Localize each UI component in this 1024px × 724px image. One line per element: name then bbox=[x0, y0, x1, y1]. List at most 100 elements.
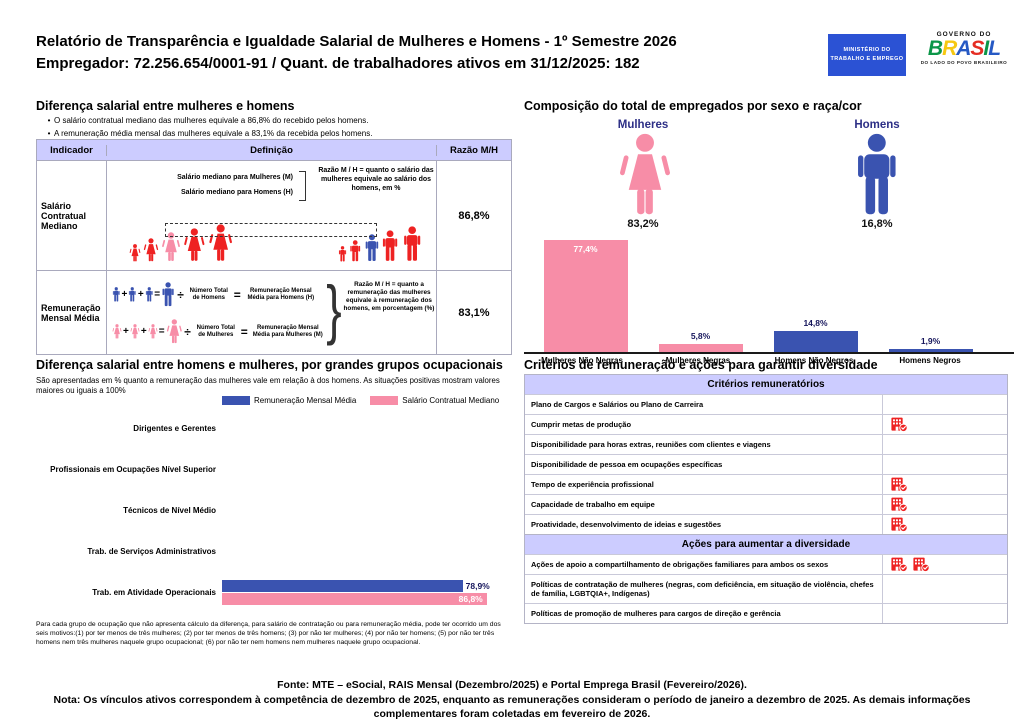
legend-item: Remuneração Mensal Média bbox=[222, 396, 356, 405]
criteria-label: Proatividade, desenvolvimento de ideias … bbox=[531, 520, 722, 529]
median-definition-lines: Salário mediano para Mulheres (M) Salári… bbox=[135, 170, 293, 200]
company-check-icon bbox=[890, 557, 908, 572]
criteria-row: Políticas de contratação de mulheres (ne… bbox=[525, 574, 1007, 603]
women-formula-row: + + = ÷ Número Total de Mulheres = bbox=[112, 313, 327, 350]
criteria-label: Plano de Cargos e Salários ou Plano de C… bbox=[531, 400, 704, 409]
ratio-note: Razão M / H = quanto o salário das mulhe… bbox=[318, 167, 434, 192]
median-men-line: Salário mediano para Homens (H) bbox=[180, 189, 293, 196]
definition-formula: + + = ÷ Númer bbox=[107, 271, 437, 354]
composition-bar-chart: 77,4% 5,8% 14,8% 1,9% bbox=[528, 232, 988, 352]
composition-bar bbox=[773, 330, 858, 352]
composition-bar-value: 1,9% bbox=[920, 336, 941, 347]
bullet-text: O salário contratual mediano das mulhere… bbox=[54, 116, 369, 125]
criteria-row: Plano de Cargos e Salários ou Plano de C… bbox=[525, 394, 1007, 414]
brasil-letter: R bbox=[942, 37, 957, 60]
brasil-logo-text: BRASIL bbox=[912, 38, 1016, 60]
female-group-label: Mulheres bbox=[617, 119, 669, 131]
male-icon bbox=[853, 133, 901, 217]
plus-sign: + bbox=[121, 289, 128, 300]
equals-sign: = bbox=[233, 287, 241, 302]
female-icon bbox=[617, 133, 673, 217]
section-title-occupational: Diferença salarial entre homens e mulher… bbox=[36, 358, 503, 372]
table-row-salario-mediano: Salário Contratual Mediano Salário media… bbox=[37, 160, 511, 270]
criteria-row: Cumprir metas de produção bbox=[525, 414, 1007, 434]
occupational-category-label: Dirigentes e Gerentes bbox=[133, 424, 216, 433]
woman-icon bbox=[129, 244, 141, 262]
indicator-table-header: Indicador Definição Razão M/H bbox=[37, 140, 511, 160]
occupational-category-label: Profissionais em Ocupações Nível Superio… bbox=[50, 465, 216, 474]
female-pct: 83,2% bbox=[627, 218, 659, 230]
criteria-company-icons bbox=[881, 455, 1008, 474]
brasil-letter: I bbox=[983, 37, 989, 60]
man-icon bbox=[338, 246, 347, 262]
composition-bar-value: 77,4% bbox=[573, 244, 598, 254]
mte-logo: MINISTÉRIO DO TRABALHO E EMPREGO bbox=[828, 34, 906, 76]
criteria-label: Políticas de promoção de mulheres para c… bbox=[531, 609, 781, 618]
bar-value: 86,8% bbox=[458, 594, 483, 604]
note-line: Nota: Os vínculos ativos correspondem à … bbox=[53, 694, 971, 720]
criteria-row: Proatividade, desenvolvimento de ideias … bbox=[525, 514, 1007, 534]
occupational-legend: Remuneração Mensal Média Salário Contratu… bbox=[222, 396, 499, 405]
brasil-letter: B bbox=[927, 37, 943, 60]
woman-icon bbox=[148, 324, 158, 339]
salary-bullets: • O salário contratual mediano das mulher… bbox=[44, 114, 373, 140]
composition-bar bbox=[658, 343, 743, 352]
criteria-row: Disponibilidade para horas extras, reuni… bbox=[525, 434, 1007, 454]
women-figures bbox=[129, 224, 233, 262]
criteria-company-icons bbox=[881, 515, 1008, 534]
company-check-icon bbox=[913, 557, 930, 572]
divide-sign: ÷ bbox=[177, 287, 184, 302]
plus-sign: + bbox=[123, 326, 129, 337]
median-dashed-connector bbox=[165, 223, 377, 237]
occupational-row: Trab. de Serviços Administrativos bbox=[36, 531, 514, 572]
col-header-indicador: Indicador bbox=[37, 144, 107, 156]
result-label: Remuneração Mensal Média para Homens (H) bbox=[247, 287, 315, 301]
criteria-label: Capacidade de trabalho em equipe bbox=[531, 500, 655, 509]
occupational-category-label: Trab. de Serviços Administrativos bbox=[87, 547, 216, 556]
composition-category-label: Homens Não Negros bbox=[774, 356, 854, 365]
divide-sign: ÷ bbox=[184, 324, 191, 339]
bullet-item: • O salário contratual mediano das mulher… bbox=[44, 114, 372, 127]
criteria-label: Cumprir metas de produção bbox=[531, 420, 632, 429]
bar-salario-mediano: 86,8% bbox=[222, 593, 487, 605]
man-icon bbox=[128, 287, 137, 302]
divide-label: Número Total de Homens bbox=[189, 287, 228, 301]
legend-label: Salário Contratual Mediano bbox=[402, 396, 500, 405]
composition-category-label: Mulheres Negras bbox=[665, 356, 731, 365]
criteria-row: Disponibilidade de pessoa em ocupações e… bbox=[525, 454, 1007, 474]
brasil-letter: A bbox=[956, 37, 971, 60]
men-formula-row: + + = ÷ Númer bbox=[112, 276, 327, 313]
woman-icon bbox=[183, 228, 206, 262]
equals-sign: = bbox=[240, 324, 248, 339]
legend-swatch bbox=[222, 396, 250, 405]
company-check-icon bbox=[890, 517, 908, 532]
criteria-company-icons bbox=[881, 435, 1008, 454]
woman-icon bbox=[112, 324, 122, 339]
occupational-row: Profissionais em Ocupações Nível Superio… bbox=[36, 449, 514, 490]
bracket-shape bbox=[299, 171, 306, 201]
composition-category-label: Homens Negros bbox=[899, 356, 961, 365]
result-label: Remuneração Mensal Média para Mulheres (… bbox=[252, 324, 323, 338]
man-icon-large bbox=[161, 282, 175, 307]
governo-brasil-logo: GOVERNO DO BRASIL DO LADO DO POVO BRASIL… bbox=[912, 31, 1016, 79]
bullet-dot: • bbox=[47, 116, 51, 125]
occupational-category-label: Trab. em Atividade Operacionais bbox=[92, 588, 216, 597]
company-check-icon bbox=[890, 417, 908, 432]
plus-sign: + bbox=[137, 289, 144, 300]
criteria-label: Ações de apoio a compartilhamento de obr… bbox=[531, 560, 829, 569]
man-icon bbox=[381, 230, 399, 262]
composition-bar bbox=[888, 349, 973, 352]
definition-diagram: Salário mediano para Mulheres (M) Salári… bbox=[107, 161, 437, 270]
criteria-section-header: Critérios remuneratórios bbox=[525, 375, 1007, 394]
criteria-company-icons bbox=[881, 495, 1008, 514]
median-women-line: Salário mediano para Mulheres (M) bbox=[177, 174, 293, 181]
plus-sign: + bbox=[140, 326, 147, 337]
occupational-row: Técnicos de Nível Médio bbox=[36, 490, 514, 531]
legend-swatch bbox=[370, 396, 399, 405]
man-icon bbox=[349, 240, 361, 262]
criteria-company-icons bbox=[881, 415, 1008, 434]
criteria-company-icons bbox=[881, 475, 1008, 494]
woman-icon-large bbox=[166, 319, 183, 344]
criteria-label: Políticas de contratação de mulheres (ne… bbox=[531, 580, 874, 598]
